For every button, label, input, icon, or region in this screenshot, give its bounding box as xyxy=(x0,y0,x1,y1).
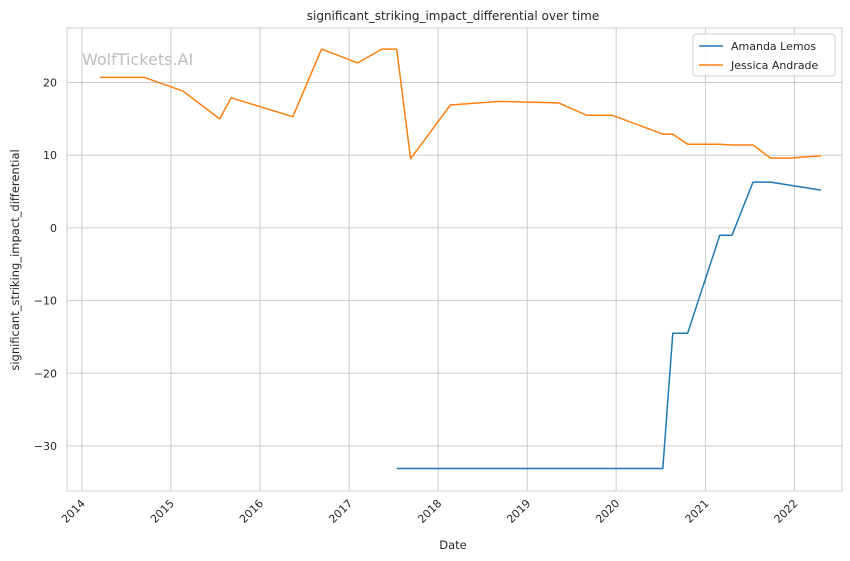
series-line-jessica-andrade xyxy=(99,48,822,160)
y-axis-label: significant_striking_impact_differential xyxy=(8,149,22,370)
plot-frame xyxy=(66,27,843,492)
chart-title: significant_striking_impact_differential… xyxy=(307,9,599,23)
y-tick-label-0: 0 xyxy=(50,222,57,235)
series-line-amanda-lemos xyxy=(396,181,822,470)
legend-label-0: Amanda Lemos xyxy=(731,40,816,53)
y-tick-label-10: 10 xyxy=(43,149,57,162)
legend: Amanda Lemos Jessica Andrade xyxy=(692,33,836,77)
plot-area xyxy=(66,27,843,492)
grid-lines xyxy=(67,28,842,491)
legend-label-1: Jessica Andrade xyxy=(730,59,819,72)
series-layer xyxy=(99,48,822,470)
watermark: WolfTickets.AI xyxy=(82,50,193,69)
y-tick-label--10: −10 xyxy=(34,295,57,308)
y-axis-ticks: 20 10 0 −10 −20 −30 xyxy=(34,77,57,453)
y-tick-label--20: −20 xyxy=(34,367,57,380)
x-axis-label: Date xyxy=(439,538,467,552)
legend-box xyxy=(692,33,836,77)
y-tick-label-20: 20 xyxy=(43,77,57,90)
y-tick-label--30: −30 xyxy=(34,440,57,453)
